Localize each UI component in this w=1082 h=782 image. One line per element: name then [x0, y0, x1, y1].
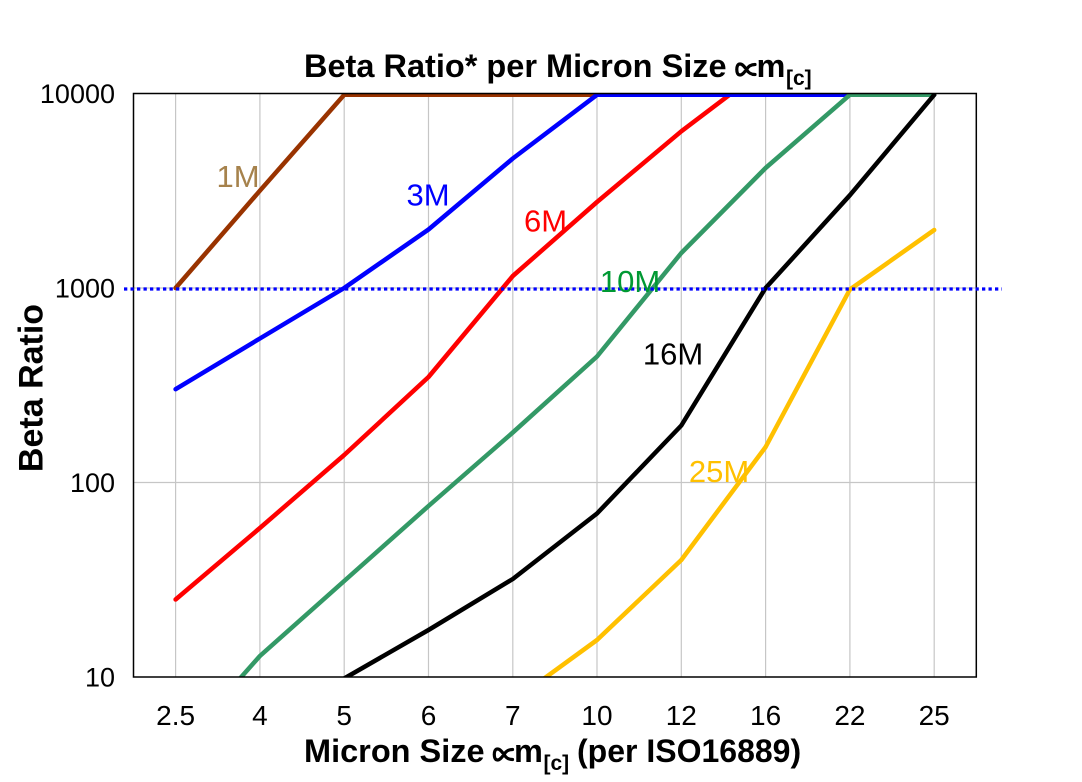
svg-text:6: 6: [421, 700, 437, 731]
svg-text:1M: 1M: [216, 159, 259, 194]
svg-text:12: 12: [666, 700, 697, 731]
svg-text:10: 10: [581, 700, 612, 731]
svg-text:16M: 16M: [643, 337, 703, 372]
svg-text:25: 25: [919, 700, 950, 731]
svg-text:6M: 6M: [524, 204, 567, 239]
svg-text:10: 10: [85, 663, 115, 693]
svg-text:16: 16: [750, 700, 781, 731]
svg-text:m: m: [757, 48, 786, 84]
svg-text:10000: 10000: [40, 79, 115, 109]
svg-text:4: 4: [252, 700, 268, 731]
svg-text:100: 100: [70, 468, 115, 498]
svg-text:[c]: [c]: [786, 67, 812, 90]
svg-text:10M: 10M: [600, 264, 660, 299]
svg-text:Beta Ratio* per Micron Size: Beta Ratio* per Micron Size: [304, 48, 727, 84]
svg-text:7: 7: [505, 700, 521, 731]
svg-text:22: 22: [834, 700, 865, 731]
svg-text:(per ISO16889): (per ISO16889): [577, 733, 801, 769]
svg-text:1000: 1000: [55, 274, 115, 304]
svg-text:2.5: 2.5: [156, 700, 195, 731]
svg-text:25M: 25M: [689, 454, 749, 489]
svg-text:5: 5: [336, 700, 352, 731]
svg-text:[c]: [c]: [544, 752, 570, 775]
svg-text:3M: 3M: [406, 178, 449, 213]
svg-text:Micron Size: Micron Size: [304, 733, 485, 769]
svg-text:m: m: [514, 733, 543, 769]
svg-text:Beta Ratio: Beta Ratio: [13, 304, 51, 472]
